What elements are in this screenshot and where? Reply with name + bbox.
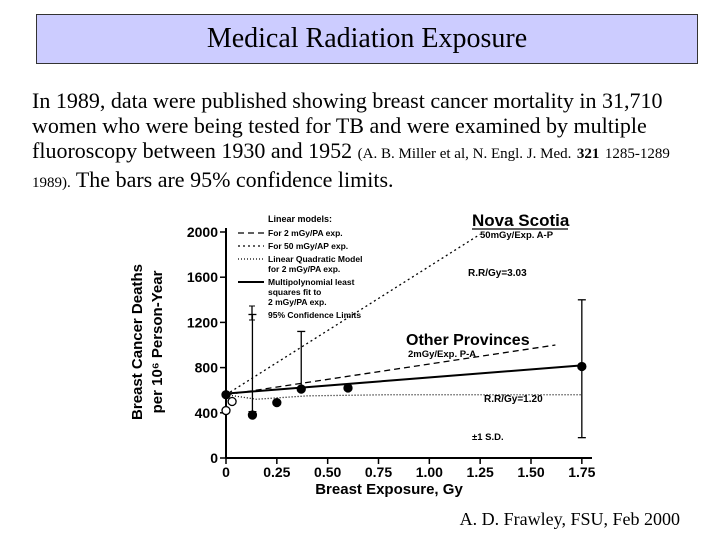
citation-b: 1285-1289 1989). [32,146,670,191]
y-axis-label-line1: Breast Cancer Deaths [129,264,146,420]
body-main: In 1989, data were published showing bre… [32,88,663,163]
legend-item-label: For 2 mGy/PA exp. [268,228,343,238]
data-point [343,383,353,393]
y-tick-label: 800 [195,360,219,376]
model-line-dotted [225,233,481,396]
citation-a: (A. B. Miller et al, N. Engl. J. Med. [357,146,572,162]
data-point [227,396,237,407]
model-line-solid [225,364,582,395]
x-axis-label: Breast Exposure, Gy [315,481,463,498]
data-point [247,410,258,420]
model-line-dotted-fine [225,394,582,400]
legend-item-label: For 50 mGy/AP exp. [268,241,348,251]
x-tick-label: 1.25 [467,464,494,480]
data-point [272,397,282,408]
y-axis-label-line2: per 10⁶ Person-Year [149,270,166,413]
x-tick-label: 0.75 [365,464,392,480]
annotation-other-provinces: Other Provinces [406,332,530,349]
data-point [577,361,587,372]
citation-volume: 321 [576,146,600,162]
y-tick-label: 1600 [187,269,218,285]
y-tick-label: 0 [210,450,218,466]
annotation-rr-other: R.R/Gy=1.20 [484,394,543,405]
legend-item-label: Multipolynomial least squares fit to 2 mGy… [268,277,355,307]
legend-item-label: Linear Quadratic Model for 2 mGy/PA exp. [268,254,362,274]
y-tick-label: 2000 [187,224,218,240]
y-tick-label: 1200 [187,314,218,330]
slide-title-text: Medical Radiation Exposure [206,23,528,54]
model-line-dashed [225,344,556,396]
annotation-nova-scotia-sub: 50mGy/Exp. A-P [480,230,554,241]
data-point [221,390,231,400]
y-tick-label: 400 [195,405,219,421]
data-point [221,405,231,416]
x-tick-label: 1.75 [568,464,595,480]
x-tick-label: 1.00 [416,464,443,480]
x-tick-label: 0 [222,464,230,480]
data-point [296,384,306,394]
author-credit: A. D. Frawley, FSU, Feb 2000 [459,509,680,529]
x-tick-label: 0.25 [263,464,290,480]
body-paragraph: In 1989, data were published showing bre… [32,88,692,196]
x-tick-label: 0.50 [314,464,341,480]
legend-item-label: 95% Confidence Limits [268,310,361,320]
annotation-rr-nova: R.R/Gy=3.03 [468,268,527,279]
annotation-sd-note: ±1 S.D. [472,432,504,443]
annotation-other-sub: 2mGy/Exp. P-A [408,349,476,360]
body-tail: The bars are 95% confidence limits. [75,167,394,192]
x-tick-label: 1.50 [517,464,544,480]
legend-header: Linear models: [268,214,332,224]
slide-title: Medical Radiation Exposure [36,14,698,64]
annotation-nova-scotia: Nova Scotia [472,211,570,230]
